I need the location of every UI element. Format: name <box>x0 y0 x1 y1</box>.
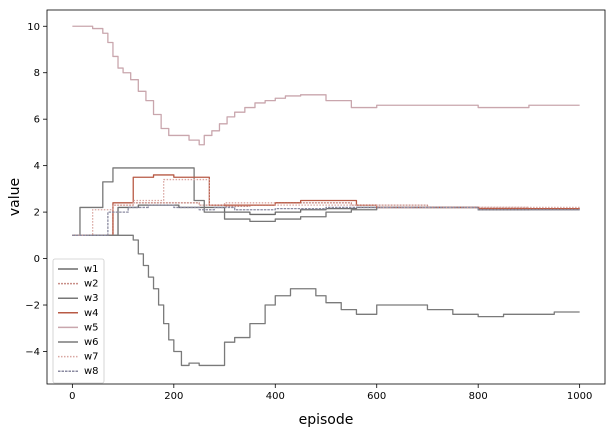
legend-label-w6: w6 <box>84 337 99 348</box>
legend-label-w7: w7 <box>84 352 99 363</box>
y-tick-label: 6 <box>34 115 40 126</box>
y-tick-label: 2 <box>34 208 40 219</box>
legend-label-w1: w1 <box>84 264 99 275</box>
legend-label-w4: w4 <box>84 308 99 319</box>
y-tick-label: 0 <box>34 254 40 265</box>
legend-label-w8: w8 <box>84 366 99 377</box>
x-tick-label: 400 <box>266 391 285 402</box>
x-tick-label: 200 <box>164 391 183 402</box>
x-tick-label: 800 <box>469 391 488 402</box>
y-axis-label: value <box>7 178 23 216</box>
y-tick-label: −4 <box>25 347 40 358</box>
legend: w1 w2 w3 w4 w5 w6 w7 w8 <box>53 259 104 383</box>
legend-label-w5: w5 <box>84 322 99 333</box>
y-axis-ticks: −4 −2 0 2 4 6 8 10 <box>25 22 47 358</box>
x-tick-label: 0 <box>69 391 75 402</box>
y-tick-label: 10 <box>27 22 40 33</box>
y-tick-label: 4 <box>34 161 40 172</box>
legend-label-w3: w3 <box>84 293 99 304</box>
x-axis-label: episode <box>299 412 354 428</box>
x-tick-label: 600 <box>367 391 386 402</box>
plot-area <box>47 10 605 384</box>
x-axis-ticks: 0 200 400 600 800 1000 <box>69 384 592 402</box>
y-tick-label: −2 <box>25 301 40 312</box>
legend-label-w2: w2 <box>84 279 99 290</box>
legend-frame <box>53 259 104 383</box>
x-tick-label: 1000 <box>567 391 592 402</box>
y-tick-label: 8 <box>34 68 40 79</box>
